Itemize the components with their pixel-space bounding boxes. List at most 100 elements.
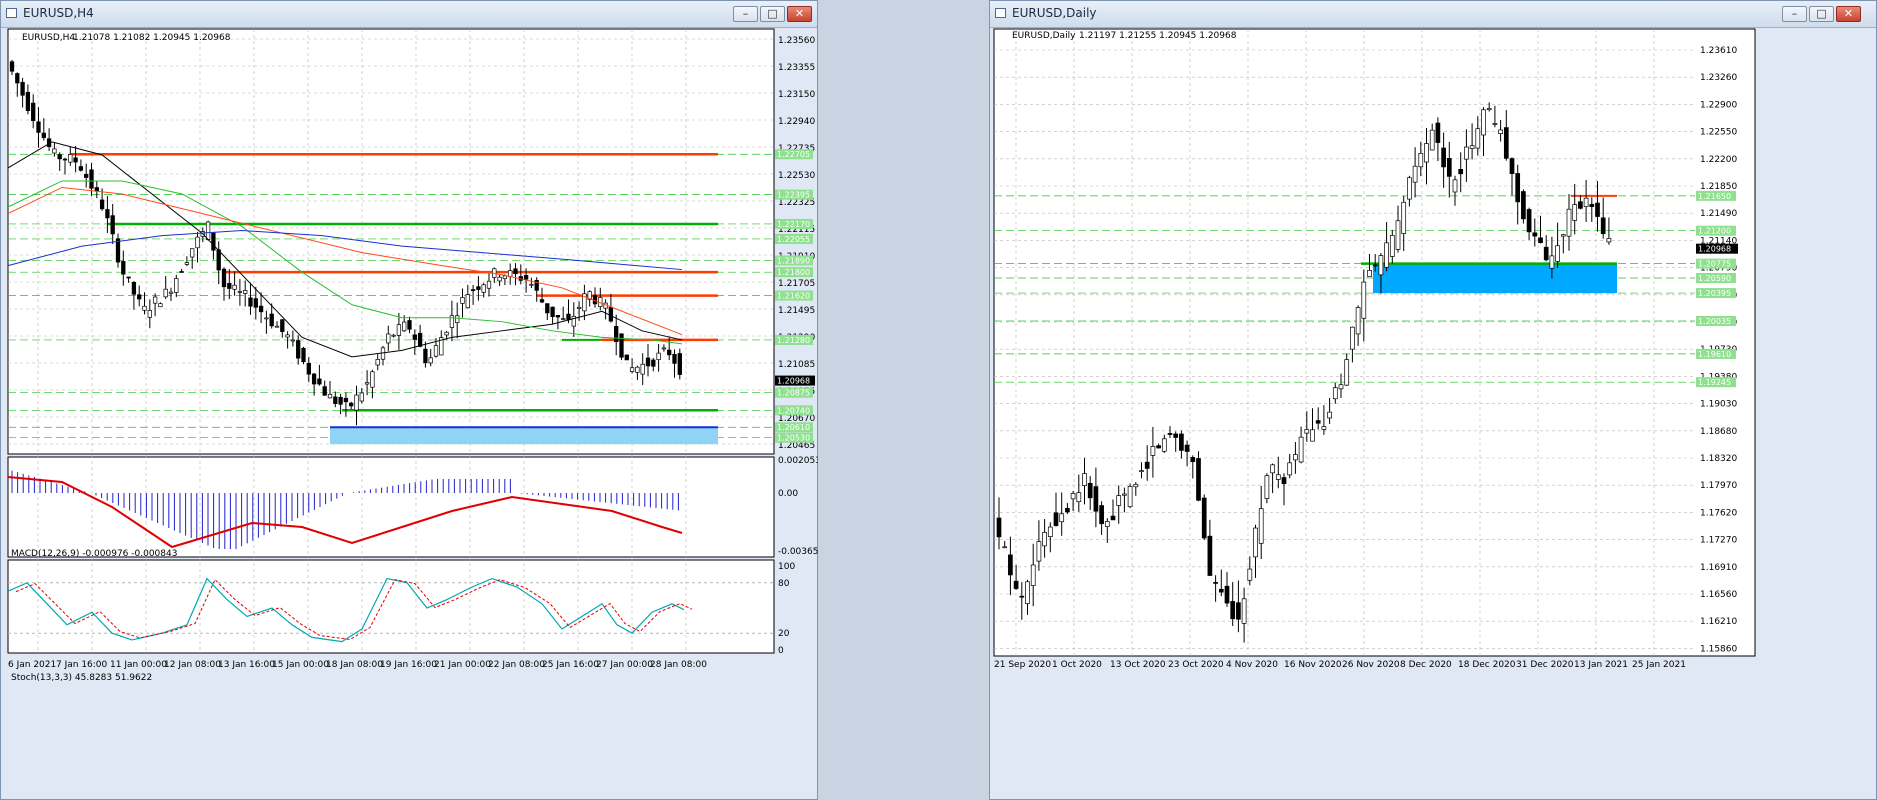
chart-window-icon: [6, 8, 17, 18]
level-label-bg: [775, 334, 813, 345]
date-tick-label: 15 Jan 00:00: [272, 660, 329, 670]
price-tick-label: 1.21085: [778, 360, 815, 370]
candle-body: [1287, 462, 1293, 476]
h4-chart-window: EURUSD,H4 – □ ✕ 1.23560 1.23355 1.23150 1.2…: [0, 0, 818, 800]
candle-body: [396, 324, 402, 336]
current-price-bg: [775, 375, 815, 386]
candle-body: [1293, 454, 1298, 461]
candle-body: [311, 373, 317, 385]
candle-body: [486, 280, 492, 289]
candle-body: [1464, 146, 1469, 160]
candle-body: [1258, 508, 1264, 544]
candle-body: [545, 303, 550, 314]
candle-body: [1253, 527, 1258, 558]
candle-body: [1133, 484, 1139, 488]
daily-chart-canvas[interactable]: 1.23610 1.23260 1.22900 1.22550 1.22200 1.218…: [991, 27, 1877, 799]
candle-body: [402, 321, 407, 332]
candle-body: [152, 296, 158, 304]
level-label-bg: [1696, 225, 1736, 236]
price-tick-label: 1.23610: [1700, 46, 1737, 56]
candle-body: [449, 315, 455, 328]
candle-body: [1087, 482, 1093, 499]
level-label-bg: [775, 233, 813, 244]
candle-body: [126, 276, 131, 279]
level-label-bg: [775, 218, 813, 229]
candle-body: [672, 354, 677, 364]
candle-body: [174, 278, 179, 293]
price-tick-label: 1.21705: [778, 279, 815, 289]
price-tick-label: 1.17270: [1700, 536, 1737, 546]
h4-title-bar[interactable]: EURUSD,H4 – □ ✕: [1, 1, 817, 28]
date-tick-label: 23 Oct 2020: [1168, 660, 1224, 670]
candle-body: [359, 392, 364, 402]
candle-body: [1099, 505, 1104, 525]
maximize-button[interactable]: □: [760, 6, 785, 22]
candle-body: [179, 271, 184, 273]
candle-body: [635, 366, 640, 373]
candle-body: [285, 334, 290, 338]
candle-body: [158, 303, 163, 308]
candle-body: [1458, 169, 1464, 175]
price-tick-label: 1.21140: [1700, 236, 1737, 246]
ma-blue-line: [7, 229, 683, 271]
candle-body: [624, 354, 629, 361]
candle-body: [89, 169, 94, 189]
level-label: 1.22170: [777, 220, 810, 229]
close-button[interactable]: ✕: [1836, 6, 1861, 22]
level-label: 1.21620: [777, 292, 810, 301]
maximize-button[interactable]: □: [1809, 6, 1834, 22]
level-label: 1.20610: [777, 423, 810, 432]
level-label-bg: [1696, 258, 1736, 269]
candle-body: [1224, 585, 1230, 604]
candle-body: [1606, 238, 1612, 243]
candle-body: [57, 154, 62, 160]
level-label: 1.21890: [777, 256, 810, 265]
candle-body: [508, 270, 513, 278]
price-tick-label: 1.22940: [778, 117, 815, 127]
candle-body: [264, 317, 269, 320]
candle-body: [195, 236, 200, 249]
minimize-button[interactable]: –: [733, 6, 758, 22]
date-tick-label: 13 Jan 2021: [1574, 660, 1628, 670]
candle-body: [1310, 429, 1315, 442]
candle-body: [1036, 541, 1042, 562]
candle-body: [1150, 446, 1156, 456]
candle-body: [237, 291, 243, 293]
candle-body: [677, 353, 682, 375]
minimize-button[interactable]: –: [1782, 6, 1807, 22]
daily-window-title: EURUSD,Daily: [1012, 6, 1097, 20]
candle-body: [1509, 158, 1515, 174]
level-label: 1.20775: [1698, 260, 1731, 269]
candle-body: [115, 238, 121, 263]
candle-body: [1435, 122, 1441, 143]
close-button[interactable]: ✕: [787, 6, 812, 22]
candle-body: [211, 232, 216, 251]
candle-body: [1572, 204, 1578, 221]
candle-body: [1127, 486, 1133, 508]
candle-body: [1555, 245, 1560, 262]
support-box: [330, 427, 718, 445]
candle-body: [1065, 508, 1070, 513]
daily-chart-window: EURUSD,Daily – □ ✕ 1.23610 1.23260 1.22900…: [989, 0, 1877, 800]
candle-body: [274, 325, 280, 328]
macd-label: MACD(12,26,9) -0.000976 -0.000843: [11, 549, 178, 559]
price-tick-label: 1.19030: [1700, 400, 1737, 410]
candle-body: [354, 394, 359, 411]
date-tick-label: 1 Oct 2020: [1052, 660, 1102, 670]
h4-chart-canvas[interactable]: 1.23560 1.23355 1.23150 1.22940 1.22735 1.225…: [2, 27, 818, 799]
price-tick-label: 1.17620: [1700, 508, 1737, 518]
candle-body: [455, 315, 460, 324]
candle-body: [370, 371, 375, 388]
level-label: 1.21800: [777, 268, 810, 277]
candle-body: [1156, 445, 1161, 449]
daily-title-bar[interactable]: EURUSD,Daily – □ ✕: [990, 1, 1876, 28]
h4-window-title: EURUSD,H4: [23, 6, 94, 20]
support-zone-box: [1373, 263, 1617, 294]
candle-body: [1389, 235, 1395, 257]
price-tick-label: 1.22530: [778, 171, 815, 181]
stoch-pane: [7, 559, 775, 654]
candle-body: [1424, 143, 1429, 163]
macd-tick-label: 0.00: [778, 489, 798, 499]
price-tick-label: 1.22900: [1700, 100, 1737, 110]
stoch-tick-label: 0: [778, 646, 784, 656]
